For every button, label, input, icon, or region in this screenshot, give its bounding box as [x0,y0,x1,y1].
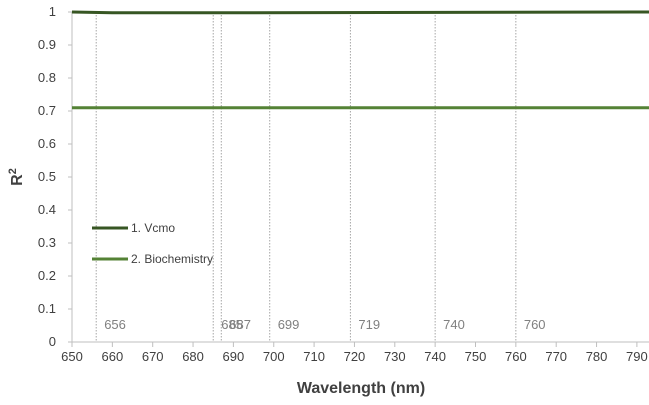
x-tick-label-740: 740 [424,349,446,364]
y-tick-label-0: 0 [49,334,56,349]
marker-label-719: 719 [358,317,380,332]
x-tick-label-700: 700 [263,349,285,364]
x-tick-label-760: 760 [505,349,527,364]
marker-label-656: 656 [104,317,126,332]
y-axis-title: R2 [7,168,26,186]
x-tick-label-660: 660 [101,349,123,364]
x-tick-label-710: 710 [303,349,325,364]
x-tick-label-750: 750 [465,349,487,364]
x-tick-label-670: 670 [142,349,164,364]
axes: 650 660 670 680 690 700 710 720 730 740 750 760 770 7… [38,4,649,364]
x-tick-label-690: 690 [223,349,245,364]
legend: 1. Vcmo 2. Biochemistry [92,221,213,266]
x-tick-label-780: 780 [586,349,608,364]
y-tick-label-0.9: 0.9 [38,37,56,52]
series-line-1 [71,10,649,15]
y-tick-label-0.1: 0.1 [38,301,56,316]
marker-label-685: 685 [221,317,243,332]
x-tick-label-680: 680 [182,349,204,364]
data-series [71,10,649,110]
y-axis-title-main: R [9,174,26,186]
x-tick-label-790: 790 [626,349,648,364]
y-tick-label-0.4: 0.4 [38,202,56,217]
marker-label-699: 699 [278,317,300,332]
x-tick-label-650: 650 [61,349,83,364]
legend-label-2: 2. Biochemistry [131,252,213,266]
x-tick-label-730: 730 [384,349,406,364]
legend-label-1: 1. Vcmo [131,221,175,235]
y-tick-label-0.5: 0.5 [38,169,56,184]
y-tick-label-0.6: 0.6 [38,136,56,151]
y-tick-label-0.3: 0.3 [38,235,56,250]
y-tick-label-1: 1 [49,4,56,19]
x-tick-label-770: 770 [545,349,567,364]
y-tick-label-0.8: 0.8 [38,70,56,85]
marker-label-760: 760 [524,317,546,332]
y-axis-title-superscript: 2 [7,168,19,174]
marker-label-740: 740 [443,317,465,332]
marker-label-687: 687 [229,317,251,332]
y-tick-label-0.7: 0.7 [38,103,56,118]
y-tick-label-0.2: 0.2 [38,268,56,283]
x-axis-title: Wavelength (nm) [297,380,425,397]
x-tick-label-720: 720 [344,349,366,364]
